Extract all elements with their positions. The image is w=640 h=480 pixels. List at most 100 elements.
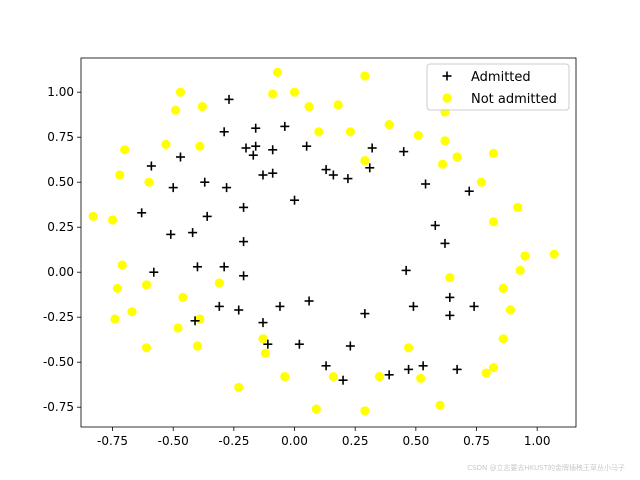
- legend: Admitted Not admitted: [426, 63, 570, 111]
- admitted-point: [146, 161, 156, 171]
- not-admitted-point: [435, 400, 445, 410]
- not-admitted-point: [120, 145, 130, 155]
- admitted-point: [304, 296, 314, 306]
- admitted-point: [328, 170, 338, 180]
- admitted-point: [321, 361, 331, 371]
- not-admitted-point: [141, 280, 152, 290]
- admitted-point: [263, 339, 273, 349]
- y-tick-label: -0.50: [43, 355, 74, 369]
- legend-marker-not-admitted: [442, 93, 452, 103]
- y-tick-label: -0.25: [43, 310, 74, 324]
- not-admitted-point: [214, 278, 224, 288]
- admitted-point: [404, 364, 414, 374]
- not-admitted-point: [112, 283, 122, 293]
- not-admitted-point: [445, 273, 455, 283]
- admitted-point: [239, 202, 249, 212]
- plot-data: [88, 67, 559, 416]
- not-admitted-point: [403, 343, 414, 353]
- not-admitted-point: [333, 100, 343, 110]
- y-tick-label: -0.75: [43, 400, 74, 414]
- admitted-point: [275, 301, 285, 311]
- not-admitted-point: [171, 105, 181, 115]
- admitted-point: [202, 211, 212, 221]
- not-admitted-point: [161, 139, 171, 149]
- admitted-point: [251, 123, 261, 133]
- not-admitted-point: [360, 406, 370, 416]
- admitted-point: [241, 143, 251, 153]
- admitted-point: [224, 94, 234, 104]
- not-admitted-point: [520, 251, 530, 261]
- not-admitted-point: [384, 120, 394, 130]
- not-admitted-point: [488, 217, 499, 227]
- admitted-point: [445, 292, 455, 302]
- not-admitted-point: [505, 305, 516, 315]
- not-admitted-point: [437, 159, 448, 169]
- admitted-point: [294, 339, 304, 349]
- admitted-point: [452, 364, 462, 374]
- y-tick-label: 0.25: [47, 220, 74, 234]
- admitted-point: [149, 267, 159, 277]
- not-admitted-point: [328, 372, 338, 382]
- not-admitted-point: [195, 314, 205, 324]
- legend-label: Not admitted: [471, 92, 557, 107]
- admitted-point: [430, 220, 440, 230]
- admitted-point: [440, 238, 450, 248]
- admitted-point: [445, 310, 455, 320]
- admitted-point: [192, 262, 202, 272]
- x-tick-label: 0.25: [342, 434, 369, 448]
- not-admitted-point: [481, 368, 491, 378]
- admitted-point: [345, 341, 355, 351]
- not-admitted-point: [498, 334, 508, 344]
- not-admitted-point: [195, 141, 205, 151]
- admitted-point: [188, 228, 198, 238]
- plot-area-frame: [80, 57, 577, 428]
- not-admitted-point: [416, 373, 426, 383]
- not-admitted-point: [515, 265, 525, 275]
- not-admitted-point: [549, 249, 559, 259]
- x-tick-label: -0.50: [158, 434, 189, 448]
- admitted-point: [360, 309, 370, 319]
- not-admitted-point: [192, 341, 203, 351]
- admitted-point: [268, 145, 278, 155]
- admitted-point: [321, 165, 331, 175]
- admitted-point: [408, 301, 418, 311]
- not-admitted-point: [488, 363, 499, 373]
- admitted-point: [251, 141, 261, 151]
- not-admitted-point: [440, 136, 450, 146]
- admitted-point: [384, 370, 394, 380]
- not-admitted-point: [234, 382, 244, 392]
- not-admitted-point: [197, 102, 207, 112]
- admitted-point: [239, 271, 249, 281]
- admitted-point: [219, 262, 229, 272]
- not-admitted-point: [141, 343, 152, 353]
- not-admitted-point: [144, 177, 154, 187]
- not-admitted-point: [345, 127, 355, 137]
- not-admitted-point: [314, 127, 324, 137]
- admitted-point: [365, 163, 375, 173]
- admitted-point: [168, 183, 178, 193]
- admitted-point: [469, 301, 479, 311]
- not-admitted-point: [360, 71, 370, 81]
- admitted-point: [280, 121, 290, 131]
- admitted-point: [464, 186, 474, 196]
- admitted-point: [239, 237, 249, 247]
- x-tick-label: -0.75: [97, 434, 128, 448]
- admitted-point: [222, 183, 232, 193]
- not-admitted-point: [311, 404, 321, 414]
- admitted-point: [200, 177, 210, 187]
- not-admitted-point: [272, 67, 283, 77]
- admitted-point: [190, 316, 200, 326]
- not-admitted-point: [115, 170, 125, 180]
- not-admitted-point: [360, 156, 370, 166]
- not-admitted-point: [178, 292, 188, 302]
- not-admitted-point: [258, 334, 268, 344]
- not-admitted-point: [110, 314, 120, 324]
- admitted-point: [268, 168, 278, 178]
- not-admitted-point: [374, 372, 385, 382]
- admitted-point: [214, 301, 224, 311]
- x-tick-label: 0.75: [463, 434, 490, 448]
- not-admitted-point: [452, 152, 462, 162]
- y-tick-label: 0.75: [47, 130, 74, 144]
- x-tick-label: -0.25: [218, 434, 249, 448]
